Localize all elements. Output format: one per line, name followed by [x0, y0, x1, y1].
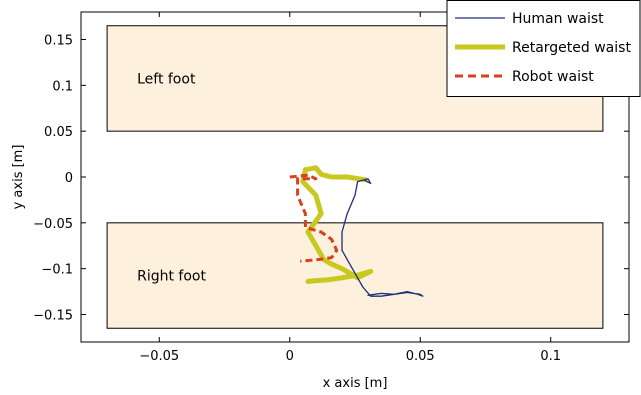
x-tick-label: 0.1	[540, 349, 561, 364]
y-tick-label: 0.05	[44, 125, 73, 140]
y-tick-label: −0.1	[41, 263, 73, 278]
y-tick-label: 0.15	[44, 34, 73, 49]
series-line-human-waist	[341, 178, 424, 297]
foot-region-label: Left foot	[137, 71, 196, 87]
y-tick-label: 0.1	[52, 79, 73, 94]
legend-label-human-waist: Human waist	[512, 11, 604, 27]
x-tick-label: 0.05	[406, 349, 435, 364]
y-axis-label: y axis [m]	[11, 145, 26, 210]
legend-label-retargeted-waist: Retargeted waist	[512, 40, 631, 56]
y-tick-label: 0	[65, 171, 73, 186]
x-axis-label: x axis [m]	[323, 376, 388, 391]
y-tick-label: −0.15	[33, 309, 73, 324]
x-tick-label: −0.05	[139, 349, 179, 364]
series-line-retargeted-waist	[300, 165, 374, 284]
legend-label-robot-waist: Robot waist	[512, 69, 594, 85]
y-tick-label: −0.05	[33, 217, 73, 232]
series-line-robot-waist	[289, 173, 339, 263]
foot-region-label: Right foot	[137, 269, 206, 285]
x-tick-label: 0	[286, 349, 294, 364]
